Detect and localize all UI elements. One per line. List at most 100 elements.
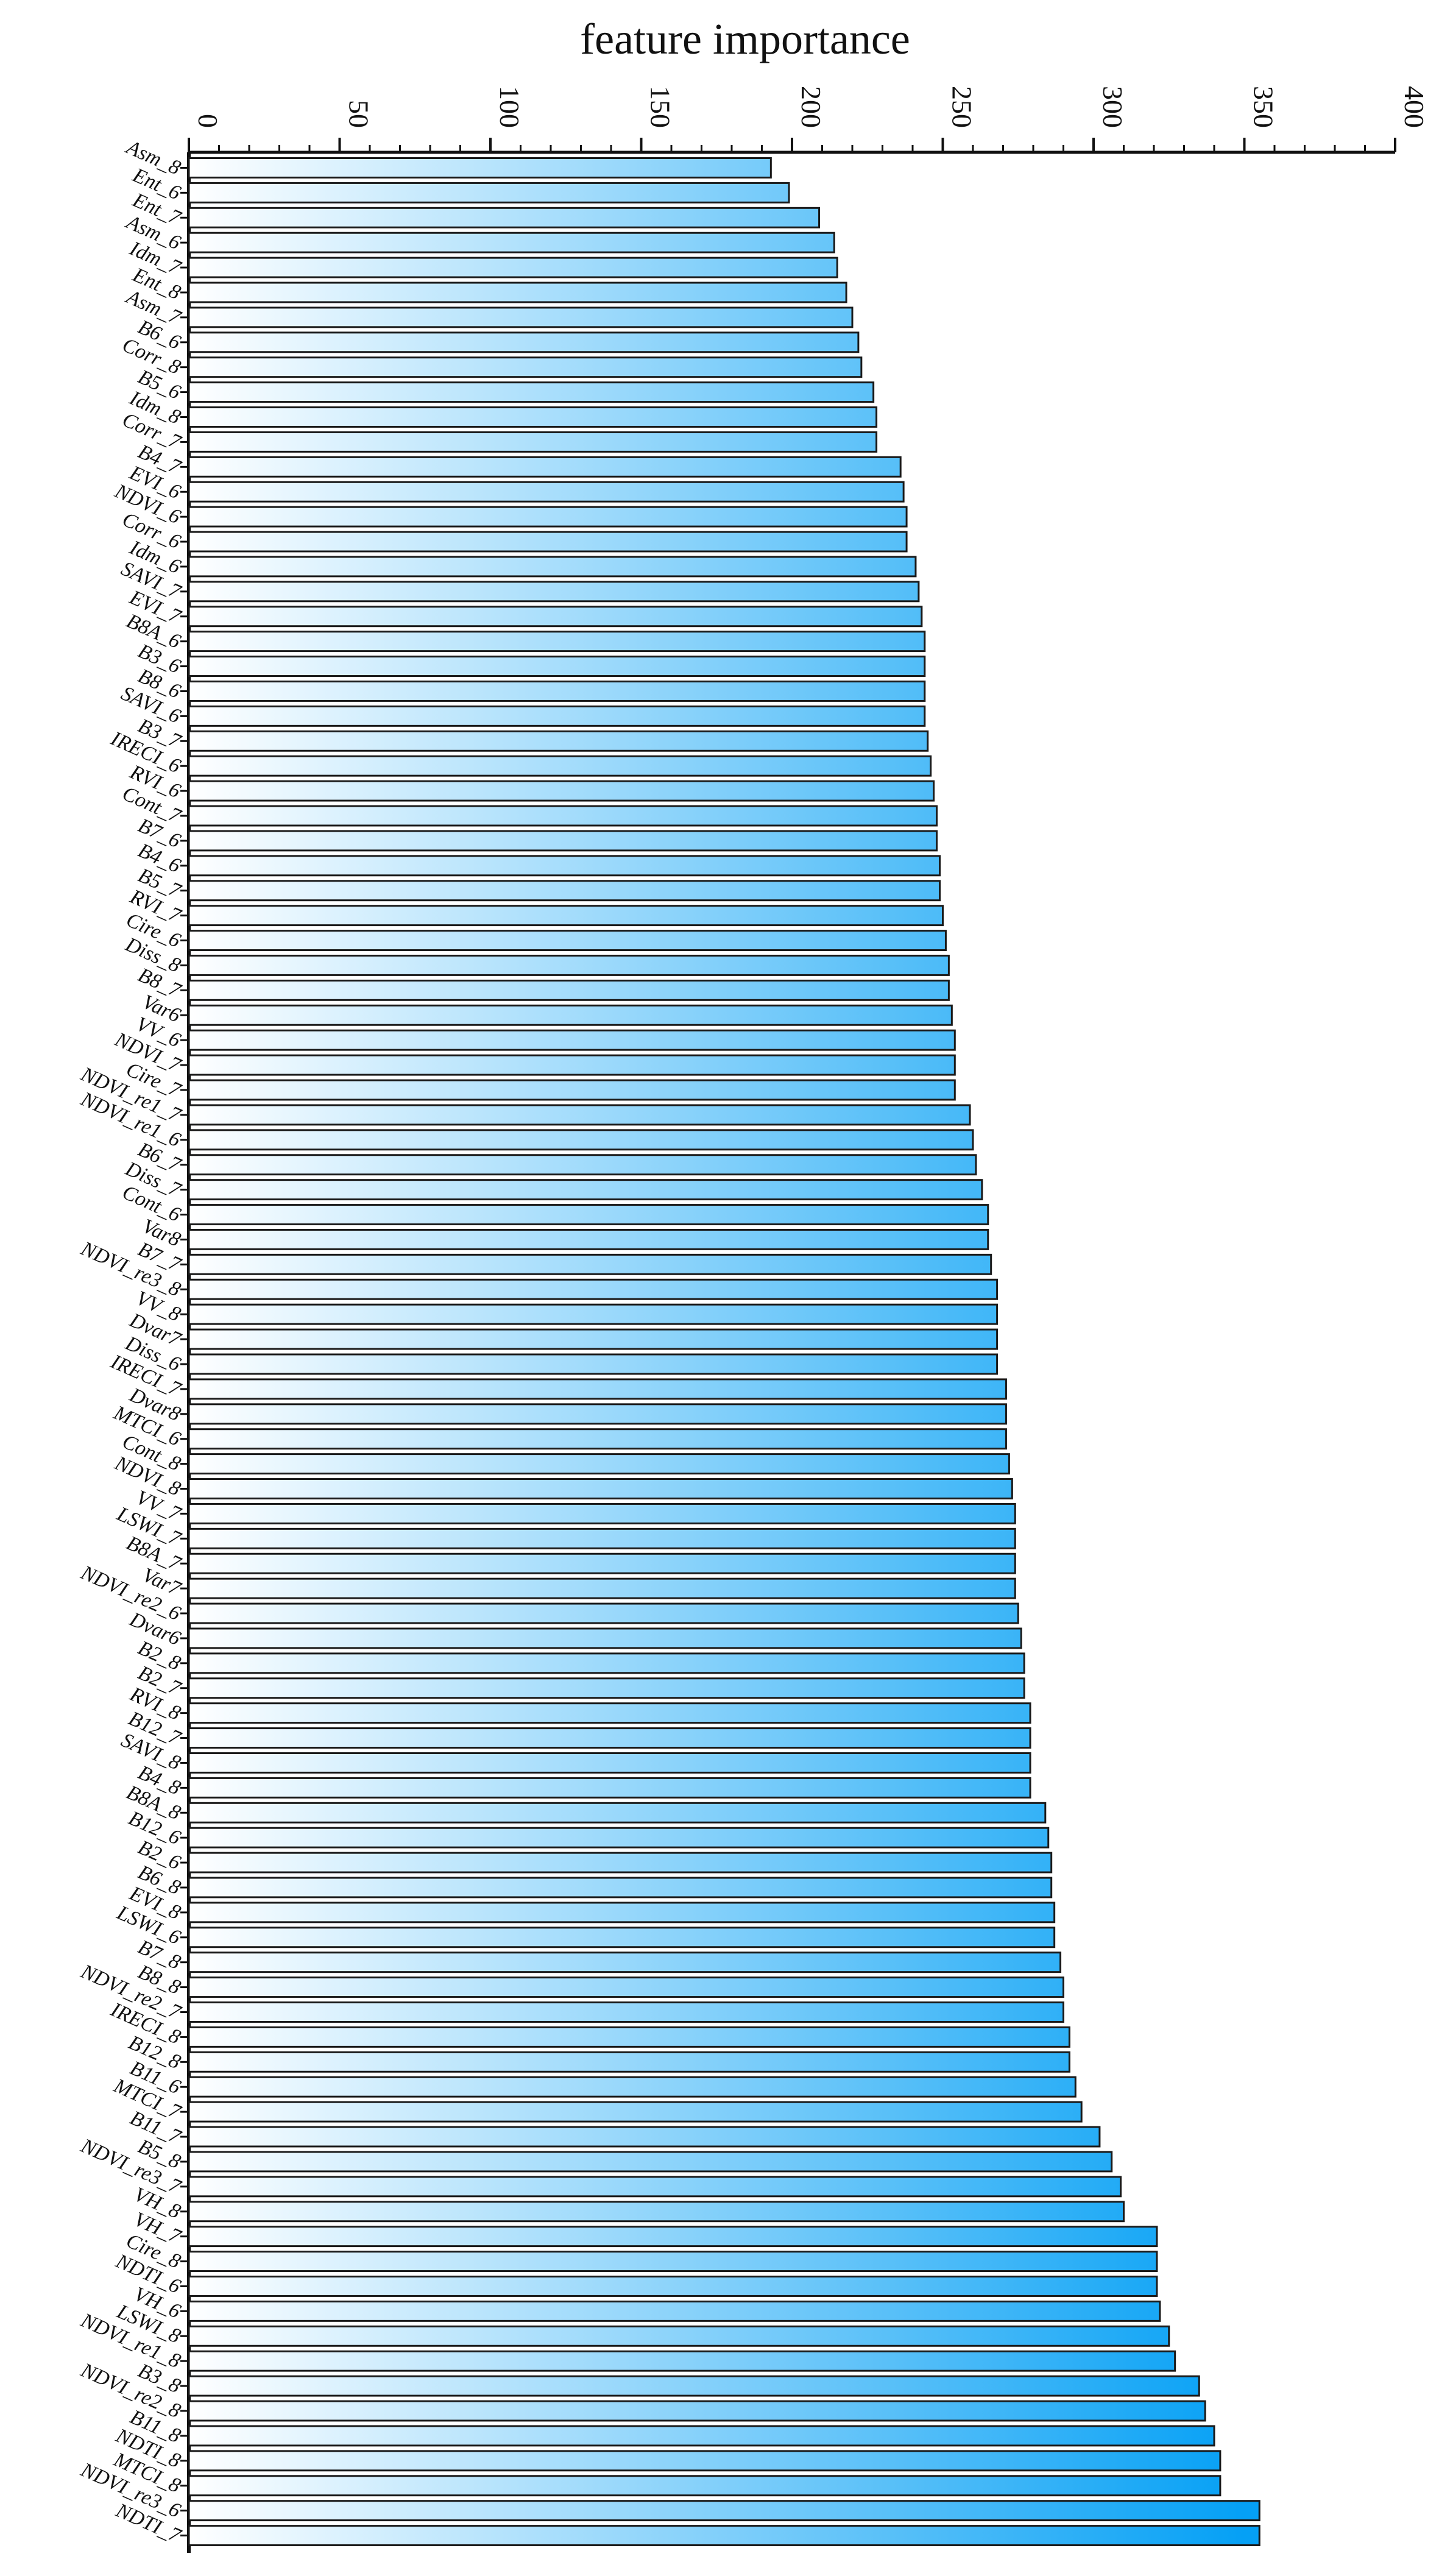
bar (188, 481, 905, 503)
bar (188, 1054, 956, 1076)
x-tick-label: 0 (193, 114, 224, 128)
bar (188, 1777, 1031, 1799)
bar (188, 1278, 999, 1300)
bar (188, 2101, 1083, 2123)
bar (188, 1079, 956, 1101)
bar (188, 1104, 971, 1126)
bar (188, 456, 902, 478)
x-tick-label: 50 (344, 100, 375, 128)
x-tick-label: 350 (1248, 86, 1279, 128)
bar (188, 2026, 1070, 2048)
x-tick-label: 300 (1097, 86, 1128, 128)
bar (188, 1403, 1007, 1425)
bar (188, 954, 950, 976)
chart-title: feature importance (580, 15, 910, 63)
bar (188, 780, 935, 802)
bar (188, 2525, 1260, 2547)
bar (188, 1453, 1010, 1475)
bar (188, 1004, 953, 1026)
bar (188, 207, 821, 228)
bar (188, 1204, 989, 1225)
bar (188, 2425, 1215, 2447)
bar (188, 2076, 1077, 2098)
bar (188, 656, 926, 678)
bar (188, 730, 929, 752)
bar (188, 1378, 1007, 1400)
bar (188, 1827, 1050, 1849)
bar (188, 1702, 1031, 1724)
bar (188, 2350, 1176, 2372)
bar (188, 1228, 989, 1250)
bar (188, 1303, 999, 1325)
bar (188, 1552, 1016, 1574)
bar (188, 182, 790, 203)
x-tick-label: 100 (494, 86, 525, 128)
bar (188, 1902, 1056, 1923)
bar (188, 1727, 1031, 1749)
bar (188, 1627, 1022, 1649)
bar (188, 406, 878, 428)
bar (188, 755, 932, 777)
bar (188, 979, 950, 1001)
bar (188, 1478, 1013, 1499)
bar (188, 257, 838, 278)
bar (188, 1802, 1047, 1824)
bar (188, 1029, 956, 1051)
bar (188, 631, 926, 653)
bar (188, 705, 926, 727)
bar (188, 1677, 1025, 1699)
bar (188, 2176, 1122, 2198)
bar (188, 2450, 1222, 2472)
bar (188, 2375, 1200, 2397)
bar (188, 2276, 1158, 2297)
bar (188, 381, 875, 403)
bars (188, 157, 1260, 2547)
bar (188, 1927, 1056, 1948)
x-tick-label: 200 (796, 86, 827, 128)
bar (188, 2051, 1070, 2073)
bar (188, 2475, 1222, 2497)
bar (188, 1527, 1016, 1549)
bar (188, 1976, 1064, 1998)
bar (188, 281, 847, 303)
bar (188, 2500, 1260, 2522)
bar (188, 556, 917, 578)
bar (188, 2251, 1158, 2273)
bar (188, 331, 860, 353)
x-tick-label: 150 (645, 86, 676, 128)
bar (188, 1652, 1025, 1674)
bar (188, 531, 908, 553)
bar (188, 157, 772, 179)
bar (188, 1577, 1016, 1599)
bar (188, 855, 941, 877)
bar (188, 2325, 1170, 2347)
bar (188, 2151, 1113, 2173)
bar (188, 1502, 1016, 1524)
bar (188, 581, 920, 603)
bar (188, 2226, 1158, 2248)
bar (188, 1852, 1053, 1874)
bar (188, 905, 944, 927)
bar (188, 1179, 983, 1201)
bar (188, 830, 938, 852)
bar (188, 1253, 992, 1275)
bar (188, 805, 938, 827)
bar (188, 606, 923, 628)
bar (188, 1428, 1007, 1450)
bar (188, 1328, 999, 1350)
x-tick-label: 250 (947, 86, 978, 128)
bar (188, 1353, 999, 1375)
bar (188, 1752, 1031, 1774)
bar (188, 232, 835, 253)
bar (188, 431, 878, 453)
bar (188, 2400, 1206, 2422)
x-tick-label: 400 (1399, 86, 1430, 128)
bar (188, 1602, 1019, 1624)
bar (188, 2001, 1064, 2023)
bar (188, 306, 854, 328)
bar (188, 681, 926, 702)
bar (188, 1877, 1053, 1898)
bar (188, 930, 947, 952)
bar (188, 880, 941, 902)
